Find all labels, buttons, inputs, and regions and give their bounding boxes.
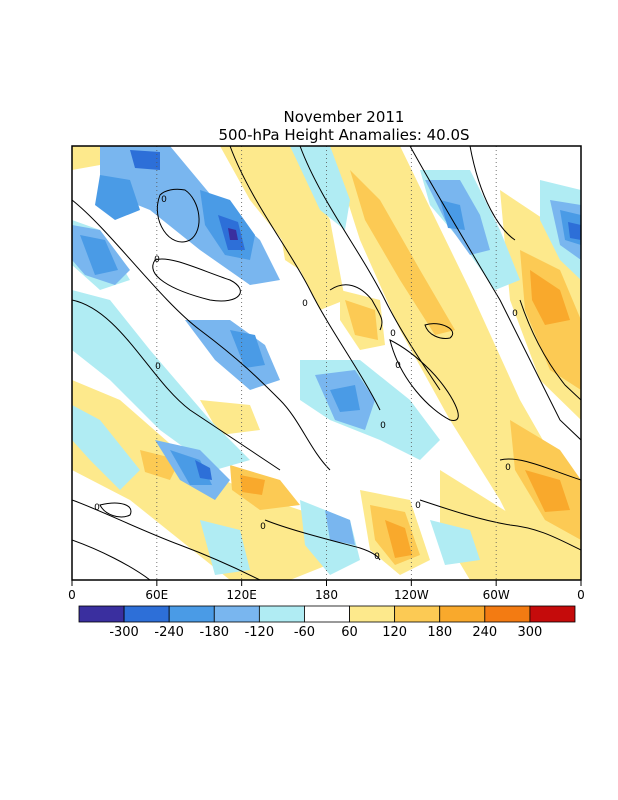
contour-label: 0 [94, 503, 100, 513]
colorbar-label: -240 [154, 625, 184, 640]
x-tick-label: 0 [577, 588, 585, 602]
x-tick-label: 120W [394, 588, 429, 602]
negative-band [80, 235, 118, 275]
positive-band [530, 270, 570, 325]
zero-contour [156, 188, 200, 243]
zero-contour [99, 502, 132, 518]
contour-label: 0 [161, 195, 167, 205]
x-tick-label: 0 [68, 588, 76, 602]
contour-label: 0 [155, 362, 161, 372]
negative-band [230, 330, 265, 368]
colorbar-swatch [439, 605, 486, 623]
negative-band [330, 385, 360, 412]
contour-labels: 0 0 0 0 0 0 0 0 0 0 0 0 0 [94, 195, 518, 562]
contour-label: 0 [415, 501, 421, 511]
positive-band [525, 470, 570, 512]
zero-contour [409, 146, 581, 441]
negative-band [185, 320, 280, 390]
colorbar-swatch [394, 605, 441, 623]
negative-band [430, 520, 480, 565]
zero-contour [152, 258, 241, 302]
zero-contour [499, 458, 581, 481]
positive-band [240, 475, 265, 495]
contour-label: 0 [512, 309, 518, 319]
colorbar-label: 180 [427, 625, 452, 640]
contour-label: 0 [395, 361, 401, 371]
zero-contour [329, 284, 383, 331]
colorbar-swatch [304, 605, 350, 623]
zero-contours [72, 146, 581, 580]
negative-band [568, 222, 581, 240]
colorbar-label: -180 [200, 625, 230, 640]
colorbar-label: 60 [341, 625, 358, 640]
positive-band [385, 520, 412, 558]
negative-band [130, 150, 160, 170]
negative-band [200, 520, 250, 575]
contour-label: 0 [302, 299, 308, 309]
negative-band [290, 146, 350, 230]
colorbar-swatch [484, 605, 531, 623]
positive-band [220, 146, 345, 310]
colorbar-label: 240 [472, 625, 497, 640]
meridian-lines [156, 146, 497, 580]
contour-label: 0 [505, 463, 511, 473]
zero-contour [519, 299, 581, 401]
negative-band [95, 175, 140, 220]
zero-contour [72, 539, 151, 580]
chart-title: November 2011 [284, 108, 405, 126]
x-tick-label: 60E [145, 588, 168, 602]
zero-contour [229, 146, 381, 411]
contour-label: 0 [260, 522, 266, 532]
negative-band [72, 405, 140, 490]
contour-label: 0 [374, 552, 380, 562]
zero-contour [264, 519, 381, 561]
x-axis: 0 60E 120E 180 120W 60W 0 [68, 580, 585, 602]
colorbar-swatch [349, 605, 396, 623]
negative-band [72, 290, 250, 470]
colorbar-swatch [123, 605, 170, 623]
zero-contour [72, 299, 281, 471]
zero-contour [72, 499, 261, 580]
x-tick-label: 180 [315, 588, 338, 602]
colorbar-label: 300 [517, 625, 542, 640]
colorbar-label: -60 [294, 625, 315, 640]
colorbar-swatch [213, 605, 260, 623]
x-tick-label: 120E [226, 588, 257, 602]
anomaly-field: 0 0 0 0 0 0 0 0 0 0 0 0 0 [72, 146, 581, 580]
negative-band [325, 510, 355, 545]
negative-band [440, 200, 465, 230]
x-tick-label: 60W [483, 588, 510, 602]
contour-label: 0 [154, 255, 160, 265]
colorbar-label: -300 [109, 625, 139, 640]
zero-contour [469, 146, 516, 241]
positive-band [350, 170, 455, 335]
colorbar-swatch [258, 605, 305, 623]
chart-subtitle: 500-hPa Height Anamalies: 40.0S [218, 126, 469, 144]
colorbar-swatch [168, 605, 215, 623]
positive-band [230, 465, 300, 510]
colorbar-swatch [78, 605, 125, 623]
contour-label: 0 [390, 329, 396, 339]
zero-contour [419, 499, 581, 551]
positive-band [345, 300, 378, 340]
colorbar-label: -120 [245, 625, 275, 640]
zero-contour [299, 146, 441, 391]
zero-contour [424, 323, 453, 339]
colorbar-swatch [529, 605, 576, 623]
positive-band [280, 230, 310, 270]
colorbar-label: 120 [382, 625, 407, 640]
zero-contour [389, 339, 459, 421]
zero-contour [72, 199, 331, 471]
colorbar: -300 -240 -180 -120 -60 60 120 180 240 300 [78, 605, 576, 640]
contour-label: 0 [380, 421, 386, 431]
negative-band [195, 460, 212, 480]
negative-core [228, 228, 238, 240]
